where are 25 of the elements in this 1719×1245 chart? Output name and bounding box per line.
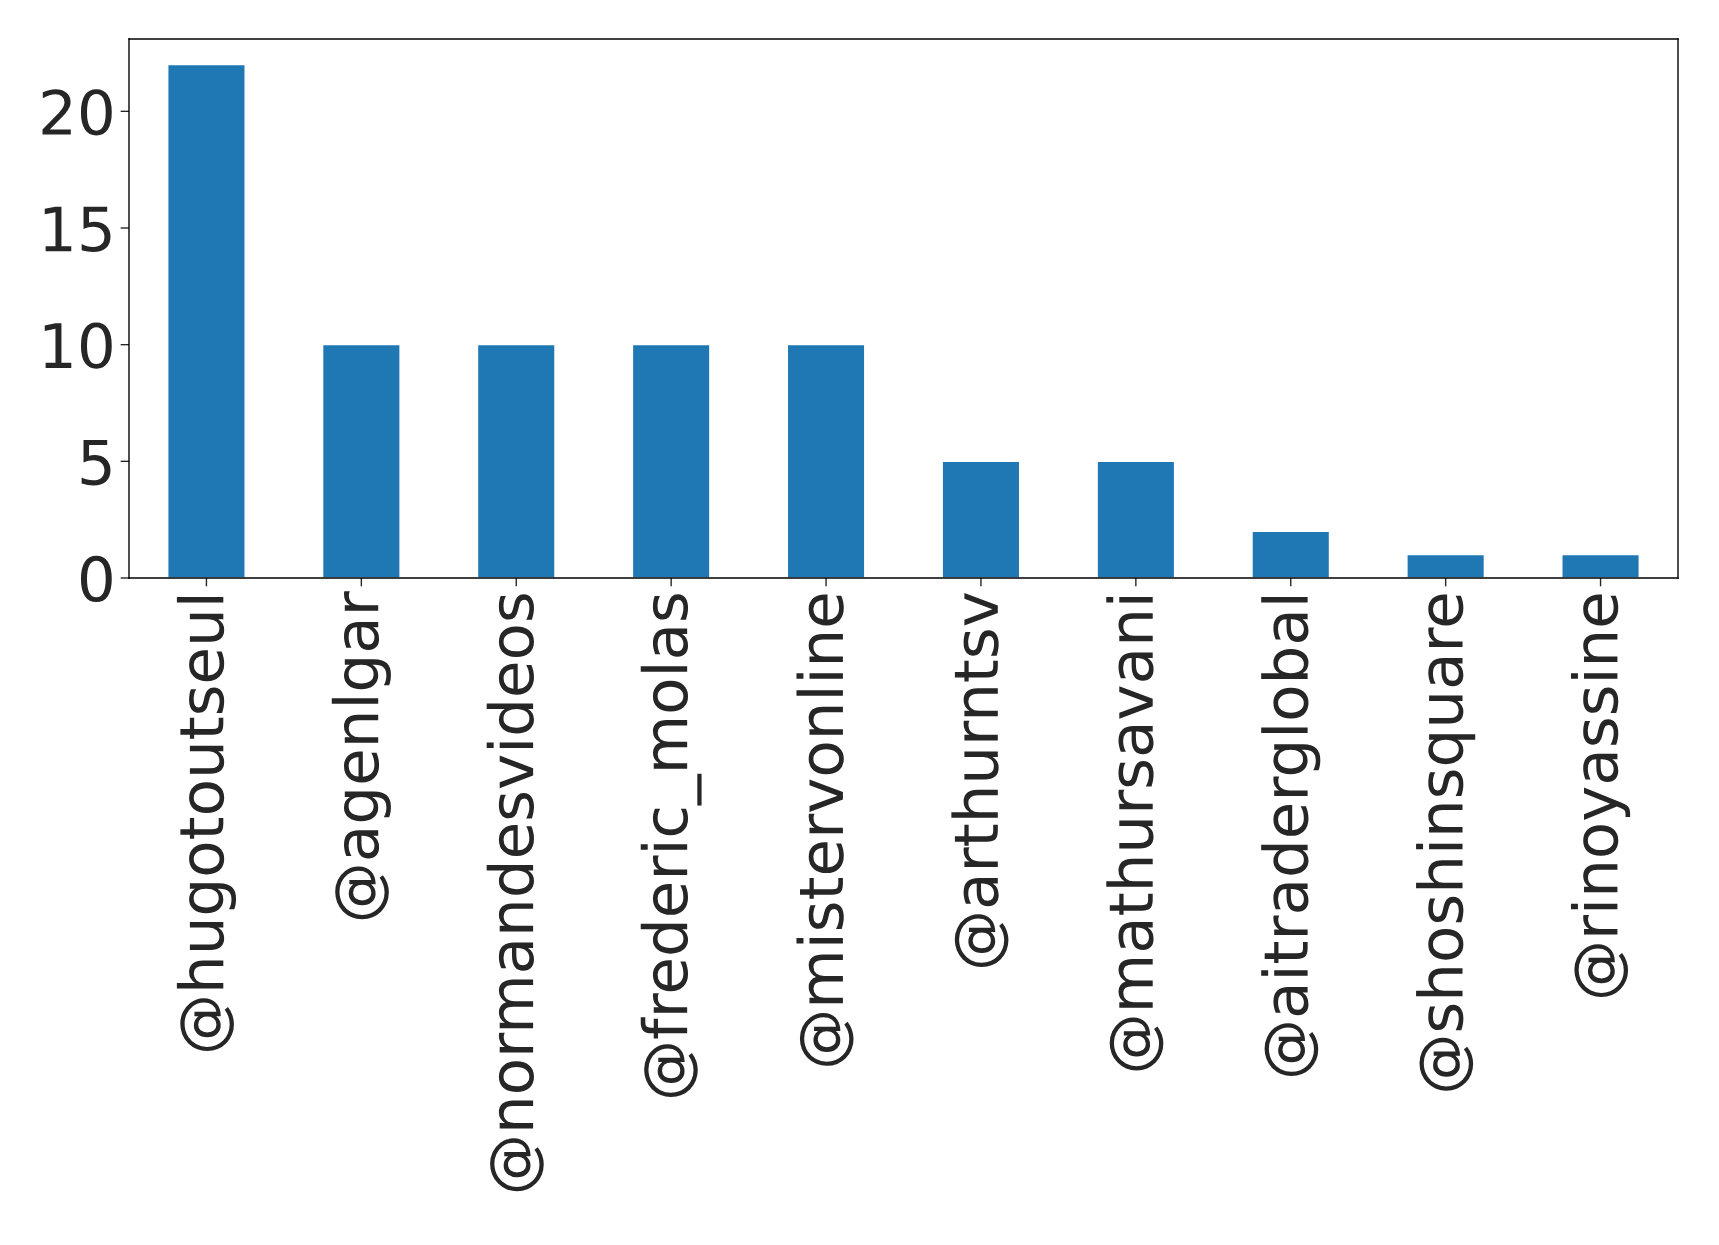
x-tick-label: @hugotoutseul <box>176 596 237 1052</box>
x-tick-label: @rinoyassine <box>1570 594 1631 998</box>
x-tick-label: @aitraderglobal <box>1261 596 1321 1077</box>
bar <box>786 343 866 578</box>
x-tick-label: @arthurntsv <box>951 593 1009 968</box>
x-tick-label: @mathursavani <box>1106 596 1164 1071</box>
bar <box>631 343 711 578</box>
bar <box>1251 530 1331 578</box>
x-tick-label: @normandesvideos <box>486 594 544 1192</box>
bar <box>1406 553 1486 578</box>
bar <box>941 460 1021 578</box>
x-tick-label: @shoshinsquare <box>1416 594 1476 1091</box>
bar <box>476 343 556 578</box>
bar <box>1561 553 1640 578</box>
x-tick-label: @mistervonline <box>796 594 854 1066</box>
y-tick-label: 10 <box>44 322 112 369</box>
x-tick-label: @frederic_molas <box>640 594 702 1097</box>
y-tick-label: 5 <box>81 440 111 486</box>
y-tick-label: 20 <box>42 89 112 136</box>
x-tick-label: @agenlgar <box>331 591 391 920</box>
bar <box>1096 460 1176 578</box>
bar <box>167 63 246 578</box>
y-tick-label: 15 <box>44 206 111 253</box>
y-tick-label: 0 <box>80 555 112 603</box>
bar <box>321 343 401 578</box>
